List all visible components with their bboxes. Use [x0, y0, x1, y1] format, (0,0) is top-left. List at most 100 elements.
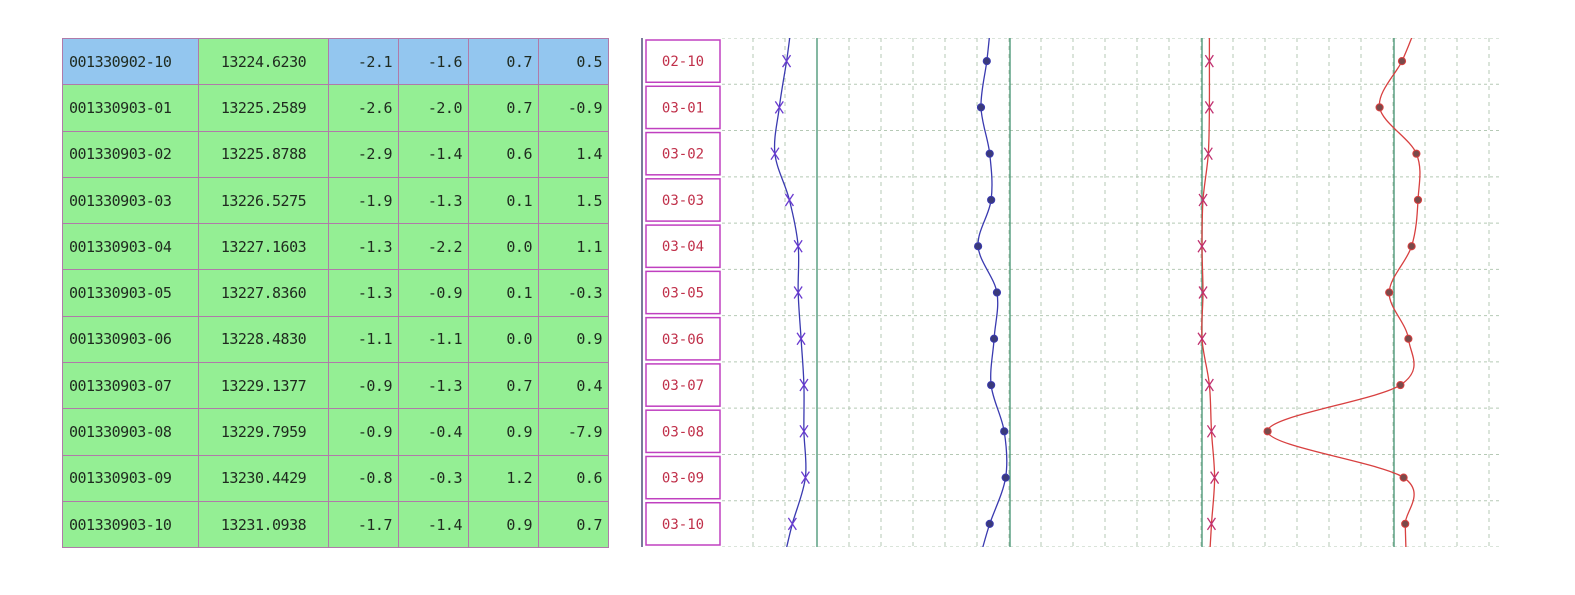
table-cell-d1[interactable]: -0.8 — [328, 454, 399, 502]
table-cell-value[interactable]: 13227.8360 — [198, 269, 329, 317]
data-point-cross — [796, 332, 806, 346]
table-row[interactable]: 001330903-05 13227.8360 -1.3 -0.9 0.1 -0.3 — [62, 269, 609, 317]
data-point-dot — [987, 195, 996, 205]
date-label: 03-10 — [662, 517, 704, 533]
table-cell-d4[interactable]: -0.9 — [538, 84, 609, 132]
table-cell-value[interactable]: 13226.5275 — [198, 176, 329, 225]
table-cell-d2[interactable]: -1.1 — [398, 315, 469, 364]
table-cell-d2[interactable]: -1.4 — [398, 130, 469, 178]
table-cell-value[interactable]: 13230.4429 — [198, 454, 329, 502]
table-cell-d1[interactable]: -1.1 — [328, 315, 399, 364]
table-cell-id[interactable]: 001330903-04 — [62, 223, 199, 271]
table-cell-d2[interactable]: -0.3 — [398, 454, 469, 502]
table-cell-d1[interactable]: -1.7 — [328, 500, 399, 549]
date-label-box — [645, 409, 721, 454]
table-cell-d3[interactable]: 0.9 — [468, 500, 539, 549]
table-cell-id[interactable]: 001330903-03 — [62, 176, 199, 225]
table-cell-value[interactable]: 13227.1603 — [198, 223, 329, 271]
table-cell-d3[interactable]: 1.2 — [468, 454, 539, 502]
data-table-panel: 001330902-10 13224.6230 -2.1 -1.6 0.7 0.5 0013… — [62, 37, 609, 549]
table-cell-d2[interactable]: -1.3 — [398, 176, 469, 225]
table-cell-d4[interactable]: 1.4 — [538, 130, 609, 178]
table-cell-d3[interactable]: 0.0 — [468, 223, 539, 271]
chart-panel: 02-10 03-01 03-02 03-03 03-04 03-05 03-06 03-07… — [640, 38, 1500, 547]
table-cell-d2[interactable]: -1.3 — [398, 362, 469, 410]
table-cell-d1[interactable]: -1.3 — [328, 223, 399, 271]
table-row[interactable]: 001330902-10 13224.6230 -2.1 -1.6 0.7 0.5 — [62, 37, 609, 86]
data-point-cross — [1206, 424, 1216, 438]
table-cell-d3[interactable]: 0.6 — [468, 130, 539, 178]
table-cell-d2[interactable]: -2.2 — [398, 223, 469, 271]
table-cell-id[interactable]: 001330903-07 — [62, 362, 199, 410]
date-label-box — [645, 39, 721, 84]
table-cell-d3[interactable]: 0.7 — [468, 37, 539, 86]
table-cell-d4[interactable]: 0.7 — [538, 500, 609, 549]
table-row[interactable]: 001330903-09 13230.4429 -0.8 -0.3 1.2 0.6 — [62, 454, 609, 502]
table-cell-id[interactable]: 001330903-01 — [62, 84, 199, 132]
table-cell-d1[interactable]: -0.9 — [328, 362, 399, 410]
date-label-box — [645, 270, 721, 315]
table-cell-d1[interactable]: -2.1 — [328, 37, 399, 86]
data-point-dot — [1001, 473, 1010, 482]
table-cell-id[interactable]: 001330903-06 — [62, 315, 199, 364]
table-cell-d2[interactable]: -2.0 — [398, 84, 469, 132]
table-row[interactable]: 001330903-10 13231.0938 -1.7 -1.4 0.9 0.7 — [62, 500, 609, 549]
table-cell-id[interactable]: 001330903-08 — [62, 408, 199, 456]
table-cell-d2[interactable]: -1.6 — [398, 37, 469, 86]
table-cell-d4[interactable]: -0.3 — [538, 269, 609, 317]
table-cell-d2[interactable]: -0.9 — [398, 269, 469, 317]
table-cell-d4[interactable]: 0.6 — [538, 454, 609, 502]
table-cell-value[interactable]: 13225.8788 — [198, 130, 329, 178]
date-label-box — [645, 131, 721, 176]
table-cell-id[interactable]: 001330903-10 — [62, 500, 199, 549]
table-cell-d3[interactable]: 0.1 — [468, 269, 539, 317]
table-cell-d3[interactable]: 0.7 — [468, 84, 539, 132]
table-cell-id[interactable]: 001330903-05 — [62, 269, 199, 317]
table-row[interactable]: 001330903-06 13228.4830 -1.1 -1.1 0.0 0.9 — [62, 315, 609, 364]
table-cell-d4[interactable]: 0.5 — [538, 37, 609, 86]
data-point-cross — [799, 424, 809, 438]
table-row[interactable]: 001330903-04 13227.1603 -1.3 -2.2 0.0 1.1 — [62, 223, 609, 271]
date-label-box — [645, 224, 721, 269]
table-row[interactable]: 001330903-02 13225.8788 -2.9 -1.4 0.6 1.4 — [62, 130, 609, 178]
data-point-dot — [1000, 427, 1009, 436]
table-cell-d2[interactable]: -1.4 — [398, 500, 469, 549]
table-cell-d1[interactable]: -1.9 — [328, 176, 399, 225]
table-cell-d3[interactable]: 0.7 — [468, 362, 539, 410]
table-cell-value[interactable]: 13231.0938 — [198, 500, 329, 549]
table-cell-value[interactable]: 13229.1377 — [198, 362, 329, 410]
table-cell-d1[interactable]: -1.3 — [328, 269, 399, 317]
table-cell-d4[interactable]: -7.9 — [538, 408, 609, 456]
table-cell-id[interactable]: 001330903-09 — [62, 454, 199, 502]
table-row[interactable]: 001330903-08 13229.7959 -0.9 -0.4 0.9 -7.9 — [62, 408, 609, 456]
table-cell-d3[interactable]: 0.1 — [468, 176, 539, 225]
data-point-dot — [987, 380, 996, 390]
date-label: 03-03 — [662, 193, 704, 209]
table-cell-value[interactable]: 13229.7959 — [198, 408, 329, 456]
series-curve — [1266, 38, 1421, 547]
table-cell-d3[interactable]: 0.9 — [468, 408, 539, 456]
table-cell-d1[interactable]: -0.9 — [328, 408, 399, 456]
table-cell-value[interactable]: 13225.2589 — [198, 84, 329, 132]
table-cell-d4[interactable]: 0.9 — [538, 315, 609, 364]
table-cell-value[interactable]: 13224.6230 — [198, 37, 329, 86]
table-cell-value[interactable]: 13228.4830 — [198, 315, 329, 364]
table-cell-id[interactable]: 001330902-10 — [62, 37, 199, 86]
table-row[interactable]: 001330903-03 13226.5275 -1.9 -1.3 0.1 1.5 — [62, 176, 609, 225]
table-cell-d4[interactable]: 1.5 — [538, 176, 609, 225]
data-point-dot — [1375, 103, 1384, 112]
table-cell-d2[interactable]: -0.4 — [398, 408, 469, 456]
table-cell-d1[interactable]: -2.9 — [328, 130, 399, 178]
table-row[interactable]: 001330903-07 13229.1377 -0.9 -1.3 0.7 0.4 — [62, 362, 609, 410]
table-cell-id[interactable]: 001330903-02 — [62, 130, 199, 178]
table-cell-d4[interactable]: 1.1 — [538, 223, 609, 271]
table-cell-d4[interactable]: 0.4 — [538, 362, 609, 410]
date-label-box — [645, 363, 721, 407]
data-point-dot — [982, 57, 991, 66]
table-row[interactable]: 001330903-01 13225.2589 -2.6 -2.0 0.7 -0.9 — [62, 84, 609, 132]
date-label: 03-04 — [662, 239, 704, 255]
data-point-cross — [1198, 193, 1208, 207]
data-point-dot — [985, 149, 994, 158]
table-cell-d3[interactable]: 0.0 — [468, 315, 539, 364]
table-cell-d1[interactable]: -2.6 — [328, 84, 399, 132]
